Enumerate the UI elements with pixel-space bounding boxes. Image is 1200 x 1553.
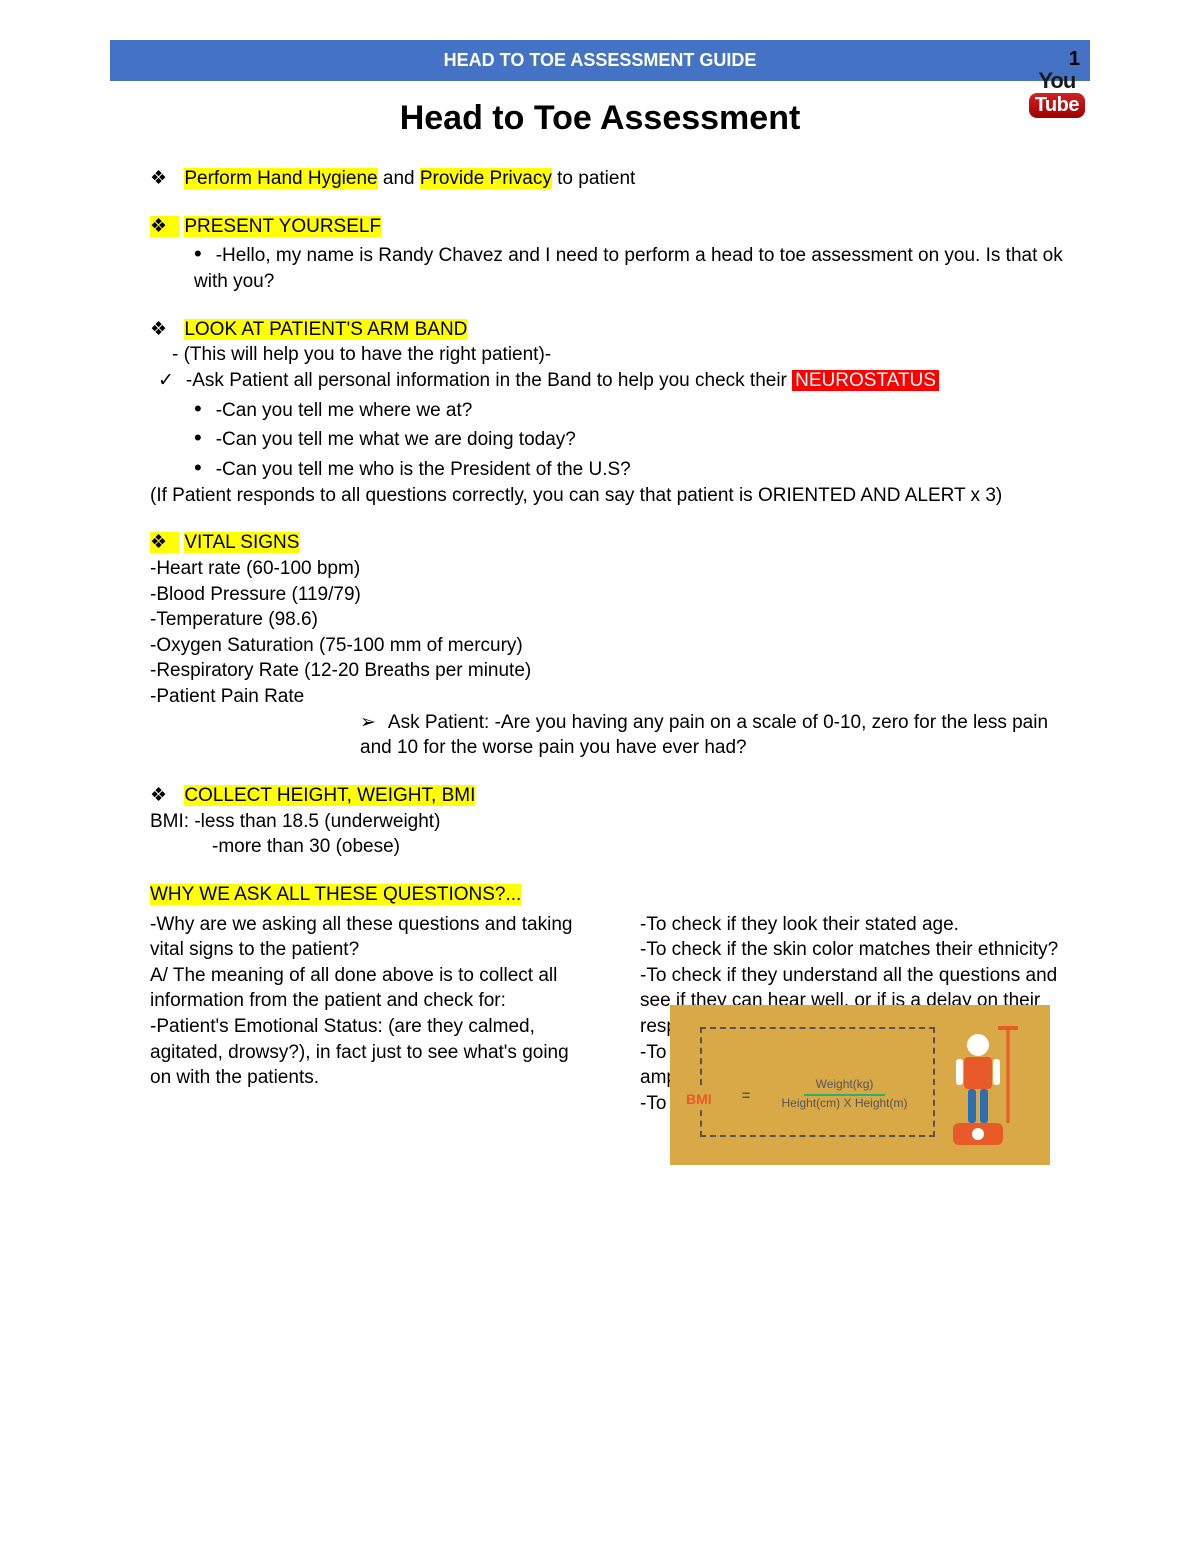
- document-page: HEAD TO TOE ASSESSMENT GUIDE 1 You Tube …: [0, 0, 1200, 1177]
- why-left-2: -Patient's Emotional Status: (are they c…: [150, 1014, 590, 1091]
- bullet-dot-icon: [194, 459, 216, 480]
- vital-hr: -Heart rate (60-100 bpm): [150, 556, 1080, 582]
- bullet-dot-icon: [194, 429, 216, 450]
- intro-privacy: Provide Privacy: [420, 168, 552, 189]
- why-left-0: -Why are we asking all these questions a…: [150, 912, 590, 963]
- armband-q1: -Can you tell me where we at?: [216, 400, 473, 421]
- bullet-diamond-icon: [150, 319, 179, 340]
- bmi-equals: =: [742, 1087, 750, 1103]
- arrow-icon: [360, 712, 388, 733]
- bmi-heading: COLLECT HEIGHT, WEIGHT, BMI: [184, 785, 475, 806]
- bullet-diamond-icon: [150, 785, 179, 806]
- bullet-diamond-icon: [150, 216, 179, 237]
- vital-bp: -Blood Pressure (119/79): [150, 582, 1080, 608]
- armband-check-line: -Ask Patient all personal information in…: [150, 368, 1080, 394]
- armband-q: -Can you tell me who is the President of…: [150, 453, 1080, 483]
- check-icon: [158, 370, 186, 391]
- why-col-left: -Why are we asking all these questions a…: [150, 912, 590, 1117]
- youtube-text-top: You: [1029, 70, 1085, 92]
- vitals-section: VITAL SIGNS -Heart rate (60-100 bpm) -Bl…: [150, 530, 1080, 761]
- page-title: Head to Toe Assessment: [110, 99, 1090, 138]
- armband-sub1: - (This will help you to have the right …: [150, 342, 1080, 368]
- bmi-label: BMI: [684, 1089, 714, 1109]
- vitals-heading: VITAL SIGNS: [184, 532, 299, 553]
- armband-note: (If Patient responds to all questions co…: [150, 483, 1080, 509]
- bmi-graphic-inner: BMI = Weight(kg) Height(cm) X Height(m): [670, 1005, 1050, 1165]
- bullet-dot-icon: [194, 245, 216, 266]
- why-right-1: -To check if the skin color matches thei…: [640, 937, 1080, 963]
- vital-ask: Ask Patient: -Are you having any pain on…: [360, 712, 1048, 759]
- vital-pain: -Patient Pain Rate: [150, 684, 1080, 710]
- bullet-dot-icon: [194, 400, 216, 421]
- why-right-0: -To check if they look their stated age.: [640, 912, 1080, 938]
- why-left-1: A/ The meaning of all done above is to c…: [150, 963, 590, 1014]
- youtube-icon[interactable]: You Tube: [1029, 70, 1085, 118]
- present-heading: PRESENT YOURSELF: [184, 216, 381, 237]
- present-item: -Hello, my name is Randy Chavez and I ne…: [150, 239, 1080, 294]
- armband-sub2-pre: -Ask Patient all personal information in…: [186, 370, 792, 391]
- armband-q2: -Can you tell me what we are doing today…: [216, 429, 576, 450]
- present-line: -Hello, my name is Randy Chavez and I ne…: [194, 245, 1063, 292]
- person-icon: [948, 1023, 1018, 1153]
- vital-o2: -Oxygen Saturation (75-100 mm of mercury…: [150, 633, 1080, 659]
- armband-heading: LOOK AT PATIENT'S ARM BAND: [184, 319, 467, 340]
- document-body: Perform Hand Hygiene and Provide Privacy…: [110, 166, 1090, 1117]
- vital-rr: -Respiratory Rate (12-20 Breaths per min…: [150, 658, 1080, 684]
- bmi-formula-bottom: Height(cm) X Height(m): [781, 1093, 907, 1110]
- header-title: HEAD TO TOE ASSESSMENT GUIDE: [444, 50, 757, 70]
- youtube-text-bottom: Tube: [1029, 93, 1085, 118]
- armband-q3: -Can you tell me who is the President of…: [216, 459, 631, 480]
- vital-ask-line: Ask Patient: -Are you having any pain on…: [150, 710, 1080, 761]
- intro-post: to patient: [552, 168, 635, 189]
- bmi-infographic: BMI = Weight(kg) Height(cm) X Height(m): [670, 1005, 1050, 1165]
- bmi-section: COLLECT HEIGHT, WEIGHT, BMI BMI: -less t…: [150, 783, 1080, 860]
- armband-q: -Can you tell me where we at?: [150, 394, 1080, 424]
- present-bullet: [150, 216, 179, 237]
- armband-q: -Can you tell me what we are doing today…: [150, 423, 1080, 453]
- header-bar: HEAD TO TOE ASSESSMENT GUIDE 1: [110, 40, 1090, 81]
- bullet-diamond-icon: [150, 532, 179, 553]
- neurostatus-badge: NEUROSTATUS: [792, 370, 939, 391]
- armband-section: LOOK AT PATIENT'S ARM BAND - (This will …: [150, 317, 1080, 509]
- vitals-bullet: [150, 532, 179, 553]
- bmi-dashed-box: BMI = Weight(kg) Height(cm) X Height(m): [700, 1027, 935, 1137]
- vital-temp: -Temperature (98.6): [150, 607, 1080, 633]
- present-section: PRESENT YOURSELF -Hello, my name is Rand…: [150, 214, 1080, 295]
- why-heading: WHY WE ASK ALL THESE QUESTIONS?...: [150, 884, 521, 905]
- bmi-formula: Weight(kg) Height(cm) X Height(m): [757, 1077, 932, 1111]
- bullet-diamond-icon: [150, 168, 179, 189]
- intro-hygiene: Perform Hand Hygiene: [184, 168, 377, 189]
- intro-section: Perform Hand Hygiene and Provide Privacy…: [150, 166, 1080, 192]
- bmi-line1: BMI: -less than 18.5 (underweight): [150, 809, 1080, 835]
- intro-mid: and: [378, 168, 420, 189]
- bmi-line2: -more than 30 (obese): [150, 834, 1080, 860]
